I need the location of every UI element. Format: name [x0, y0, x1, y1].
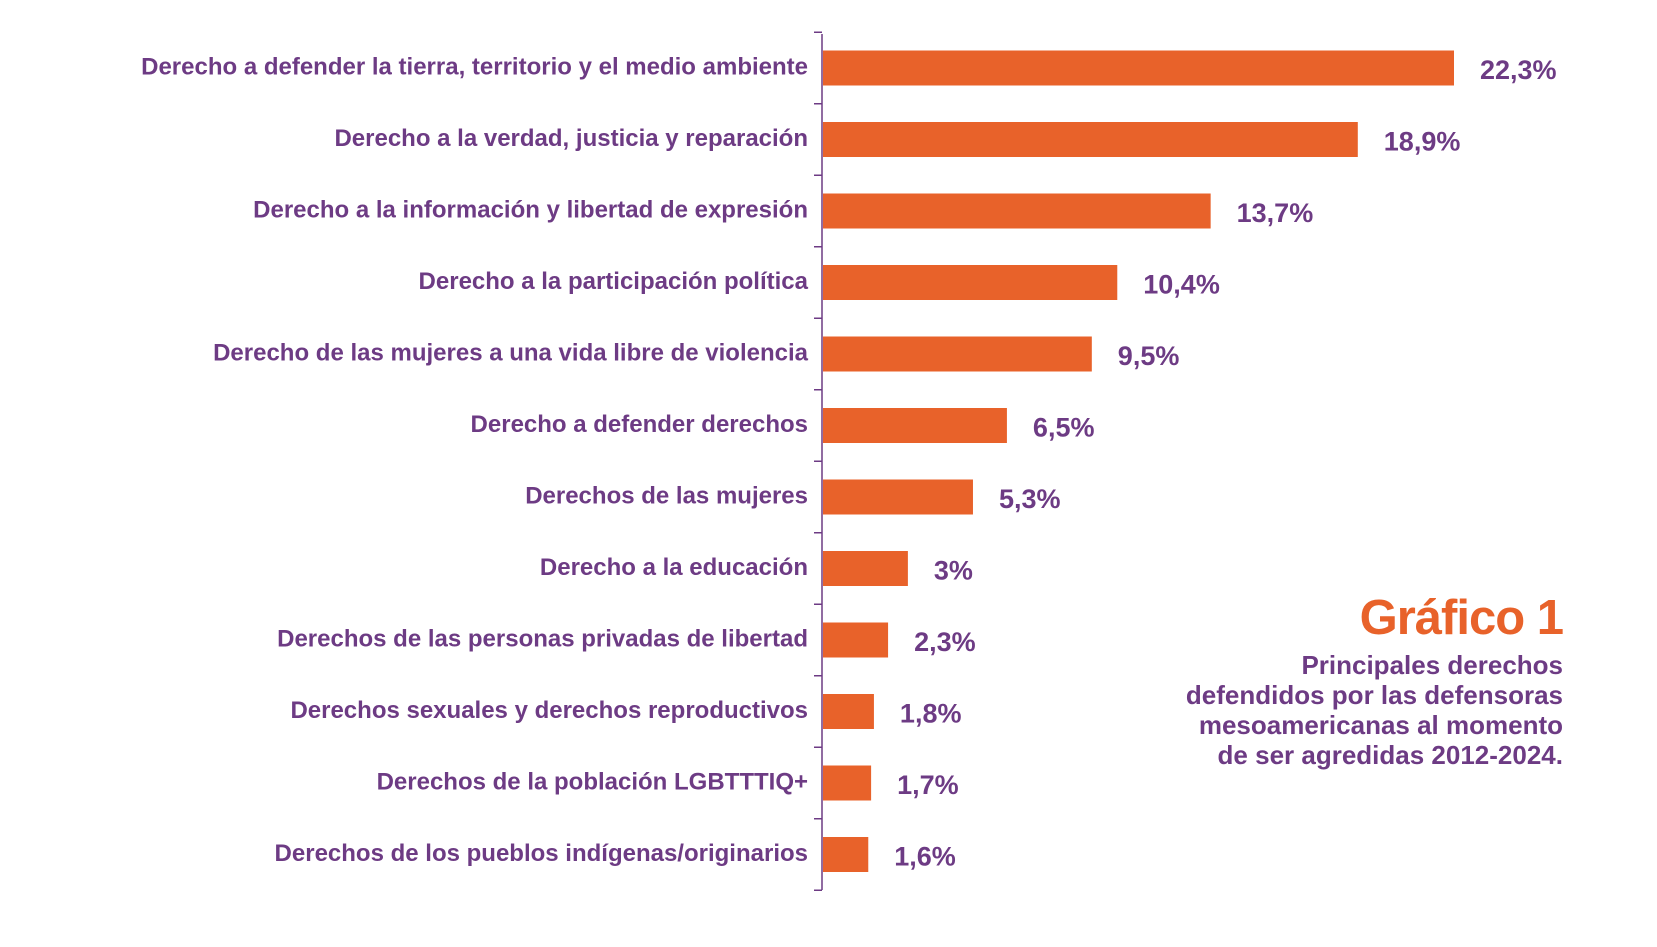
bar	[823, 765, 872, 801]
chart-subtitle: Principales derechos defendidos por las …	[1185, 650, 1563, 770]
bar	[823, 694, 874, 729]
category-label: Derecho a defender la tierra, territorio…	[141, 53, 808, 80]
value-label: 1,6%	[894, 842, 956, 872]
category-label: Derecho de las mujeres a una vida libre …	[213, 339, 809, 366]
category-label: Derecho a la educación	[540, 554, 808, 581]
value-label: 2,3%	[914, 627, 976, 657]
category-label: Derechos sexuales y derechos reproductiv…	[290, 697, 808, 724]
bar	[823, 479, 973, 515]
value-label: 1,7%	[897, 770, 959, 800]
value-label: 13,7%	[1237, 198, 1314, 228]
category-label: Derechos de las personas privadas de lib…	[277, 625, 808, 652]
chart-caption: Gráfico 1 Principales derechos defendido…	[1003, 591, 1564, 770]
value-label: 1,8%	[900, 699, 962, 729]
category-label: Derechos de los pueblos indígenas/origin…	[275, 840, 808, 867]
value-label: 9,5%	[1118, 341, 1180, 371]
bar	[823, 122, 1358, 157]
bar	[823, 265, 1118, 300]
category-label: Derecho a la información y libertad de e…	[253, 196, 808, 223]
category-label: Derechos de las mujeres	[525, 482, 808, 509]
bar	[823, 193, 1211, 229]
bar	[823, 336, 1092, 372]
value-label: 10,4%	[1143, 270, 1220, 300]
bar	[823, 837, 869, 872]
category-label: Derecho a la verdad, justicia y reparaci…	[334, 125, 808, 152]
category-label: Derechos de la población LGBTTTIQ+	[377, 768, 808, 795]
value-label: 6,5%	[1033, 413, 1095, 443]
bar	[823, 622, 889, 658]
bar	[823, 551, 908, 586]
value-label: 3%	[934, 556, 973, 586]
value-label: 18,9%	[1384, 127, 1461, 157]
value-label: 22,3%	[1480, 55, 1557, 85]
value-label: 5,3%	[999, 484, 1061, 514]
chart-title: Gráfico 1	[1359, 591, 1564, 645]
bar	[823, 50, 1454, 86]
bar	[823, 408, 1007, 443]
category-label: Derecho a defender derechos	[471, 411, 808, 438]
category-label: Derecho a la participación política	[419, 268, 809, 295]
